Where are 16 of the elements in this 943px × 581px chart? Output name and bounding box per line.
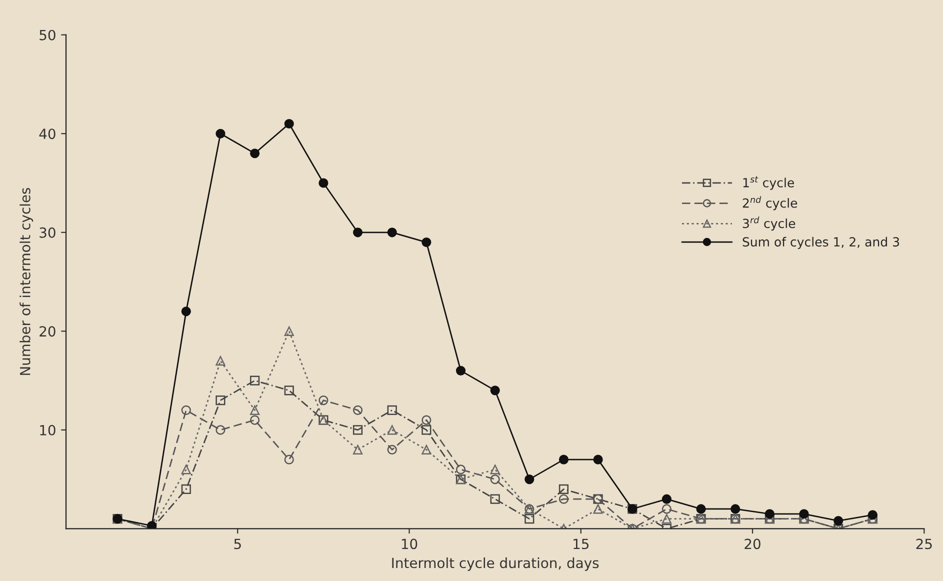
y-tick-label: 40 xyxy=(39,128,56,140)
x-tick-label: 25 xyxy=(916,538,932,550)
x-tick-label: 5 xyxy=(234,538,241,550)
y-axis-title: Number of intermolt cycles xyxy=(20,188,34,375)
legend-label: 1$^{st}$ cycle xyxy=(743,176,794,190)
x-axis-title: Intermolt cycle duration, days xyxy=(392,557,599,571)
legend-label: 3$^{rd}$ cycle xyxy=(742,216,796,231)
y-tick-label: 20 xyxy=(40,326,56,337)
x-tick-label: 10 xyxy=(402,538,418,550)
legend-label: Sum of cycles 1, 2, and 3 xyxy=(742,236,900,250)
x-tick-label: 15 xyxy=(574,538,589,550)
y-tick-label: 50 xyxy=(40,30,56,40)
legend-label: 2$^{nd}$ cycle xyxy=(742,196,798,210)
y-tick-label: 10 xyxy=(40,424,56,436)
x-tick-label: 20 xyxy=(744,538,760,550)
y-tick-label: 30 xyxy=(40,227,56,238)
